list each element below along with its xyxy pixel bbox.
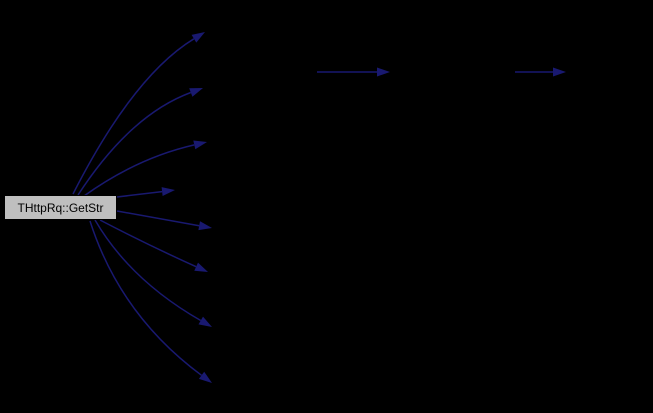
fan-edge-5 <box>116 210 200 227</box>
node-label: THttpRq::GetStr <box>17 200 104 215</box>
fan-edge-4-arrowhead-icon <box>161 187 175 196</box>
fan-edge-3 <box>83 144 195 197</box>
fan-edge-7-arrowhead-icon <box>198 316 212 327</box>
fan-edge-8 <box>89 220 202 376</box>
fan-edge-2-arrowhead-icon <box>189 88 203 97</box>
fan-edge-5-arrowhead-icon <box>198 221 212 231</box>
fan-edge-7 <box>94 219 202 322</box>
chain-edge-1-arrowhead-icon <box>377 67 390 77</box>
fan-edge-4 <box>116 190 163 198</box>
fan-edge-1 <box>72 38 195 195</box>
node-thttprq-getstr[interactable]: THttpRq::GetStr <box>4 195 117 220</box>
fan-edge-6-arrowhead-icon <box>194 262 208 272</box>
fan-edge-6 <box>99 219 197 268</box>
chain-edge-2-arrowhead-icon <box>553 67 566 77</box>
fan-edge-3-arrowhead-icon <box>193 140 207 150</box>
fan-edge-1-arrowhead-icon <box>191 32 205 43</box>
fan-edge-8-arrowhead-icon <box>198 371 212 383</box>
fan-edge-2 <box>77 91 192 196</box>
